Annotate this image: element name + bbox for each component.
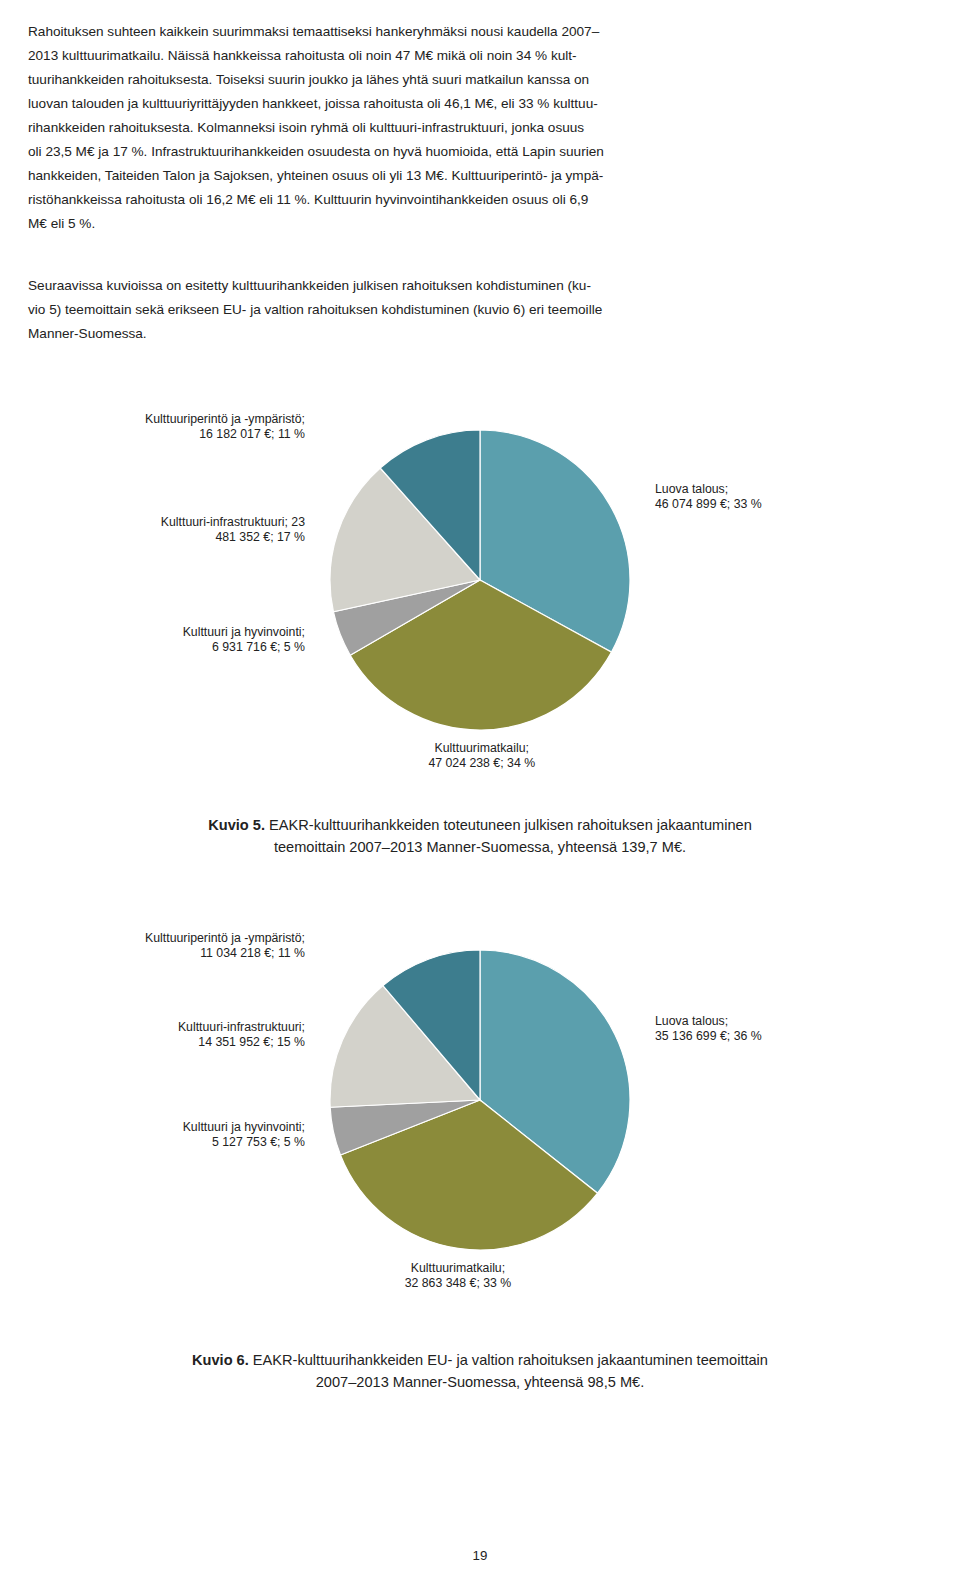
pie-slice [330, 1100, 480, 1155]
paragraph: Rahoituksen suhteen kaikkein suurimmaksi… [28, 24, 604, 231]
page: Rahoituksen suhteen kaikkein suurimmaksi… [0, 0, 960, 1592]
data-label: Kulttuurimatkailu;47 024 238 €; 34 % [428, 741, 535, 770]
pie-chart: Luova talous;35 136 699 €; 36 % Kulttuuri… [145, 931, 762, 1290]
data-label: Kulttuuri ja hyvinvointi;6 931 716 €; 5 … [183, 625, 305, 654]
body-text-line: M€ eli 5 %. [28, 216, 95, 231]
background [0, 0, 960, 1592]
caption: Kuvio 5. EAKR-kulttuurihankkeiden toteut… [208, 817, 752, 855]
body-text-line: Seuraavissa kuvioissa on esitetty kulttu… [28, 278, 591, 293]
data-labels: Luova talous;46 074 899 €; 33 % Kulttuuri… [145, 412, 762, 770]
body-text-line: rihankkeiden rahoituksesta. Kolmanneksi … [28, 120, 584, 135]
body-text-line: 2013 kulttuurimatkailu. Näissä hankkeiss… [28, 48, 577, 63]
data-label: Kulttuuriperintö ja -ympäristö;11 034 21… [145, 931, 305, 960]
caption-label: Kuvio 6. [192, 1352, 249, 1368]
caption-line: 2007–2013 Manner-Suomessa, yhteensä 98,5… [316, 1374, 645, 1390]
data-label: Kulttuurimatkailu;32 863 348 €; 33 % [405, 1261, 512, 1290]
pie-slice [380, 430, 480, 580]
data-label: Luova talous;46 074 899 €; 33 % [655, 482, 762, 511]
paragraph: Seuraavissa kuvioissa on esitetty kulttu… [28, 278, 602, 341]
body-text-line: Rahoituksen suhteen kaikkein suurimmaksi… [28, 24, 600, 39]
data-labels: Luova talous;35 136 699 €; 36 % Kulttuuri… [145, 931, 762, 1290]
data-label: Kulttuuriperintö ja -ympäristö;16 182 01… [145, 412, 305, 441]
caption: Kuvio 6. EAKR-kulttuurihankkeiden EU- ja… [192, 1352, 768, 1390]
pie-slices [330, 950, 630, 1250]
caption-line: Kuvio 6. EAKR-kulttuurihankkeiden EU- ja… [192, 1352, 768, 1368]
body-text-line: luovan talouden ja kulttuuriyrittäjyyden… [28, 96, 598, 111]
body-text-line: Manner-Suomessa. [28, 326, 147, 341]
data-label: Luova talous;35 136 699 €; 36 % [655, 1014, 762, 1043]
caption-line: Kuvio 5. EAKR-kulttuurihankkeiden toteut… [208, 817, 752, 833]
body-text-line: oli 23,5 M€ ja 17 %. Infrastruktuurihank… [28, 144, 604, 159]
body-text-line: vio 5) teemoittain sekä erikseen EU- ja … [28, 302, 602, 317]
caption-text: EAKR-kulttuurihankkeiden toteutuneen jul… [265, 817, 752, 833]
data-label: Kulttuuri-infrastruktuuri;14 351 952 €; … [178, 1020, 305, 1049]
page-number: 19 [473, 1548, 488, 1563]
caption-text: EAKR-kulttuurihankkeiden EU- ja valtion … [249, 1352, 768, 1368]
caption-label: Kuvio 5. [208, 817, 265, 833]
body-text-line: ristöhankkeissa rahoitusta oli 16,2 M€ e… [28, 192, 588, 207]
data-label: Kulttuuri ja hyvinvointi;5 127 753 €; 5 … [183, 1120, 305, 1149]
body-text-line: tuurihankkeiden rahoituksesta. Toiseksi … [28, 72, 589, 87]
body-text-line: hankkeiden, Taiteiden Talon ja Sajoksen,… [28, 168, 603, 183]
pie-slice [383, 950, 480, 1100]
caption-line: teemoittain 2007–2013 Manner-Suomessa, y… [274, 839, 686, 855]
pie-chart: Luova talous;46 074 899 €; 33 % Kulttuuri… [145, 412, 762, 770]
pie-slices [330, 430, 630, 730]
data-label: Kulttuuri-infrastruktuuri; 23481 352 €; … [161, 515, 305, 544]
